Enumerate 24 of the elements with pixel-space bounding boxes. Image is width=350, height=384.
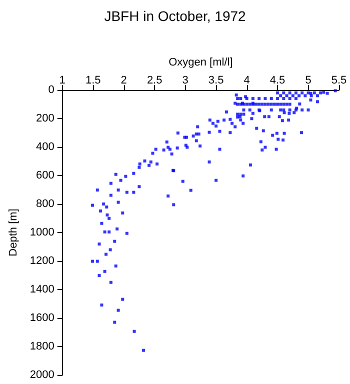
y-tick-label: 1600 [30, 312, 54, 324]
x-tick-label: 2.5 [146, 74, 162, 86]
y-tick-label: 0 [48, 84, 54, 96]
y-tick-label: 1800 [30, 340, 54, 352]
x-tick-label: 5.5 [331, 74, 347, 86]
x-tick-label: 1 [59, 74, 66, 86]
y-tick-label: 800 [36, 198, 54, 210]
y-axis-title: Depth [m] [8, 208, 20, 256]
y-tick-label: 200 [36, 112, 54, 124]
y-tick-label: 1400 [30, 284, 54, 296]
x-axis-title: Oxygen [ml/l] [168, 56, 233, 68]
y-tick-label: 1200 [30, 255, 54, 267]
y-tick-label: 2000 [30, 369, 54, 381]
y-tick-label: 1000 [30, 226, 54, 238]
x-tick-label: 4 [244, 74, 250, 86]
y-tick-label: 400 [36, 141, 54, 153]
chart-title: JBFH in October, 1972 [104, 8, 246, 24]
x-tick-label: 5 [305, 74, 312, 86]
x-tick-label: 1.5 [85, 74, 101, 86]
x-tick-label: 2 [120, 74, 127, 86]
x-tick-label: 3.5 [208, 74, 224, 86]
x-tick-label: 3 [182, 74, 188, 86]
x-tick-label: 4.5 [270, 74, 286, 86]
y-tick-label: 600 [36, 170, 54, 182]
